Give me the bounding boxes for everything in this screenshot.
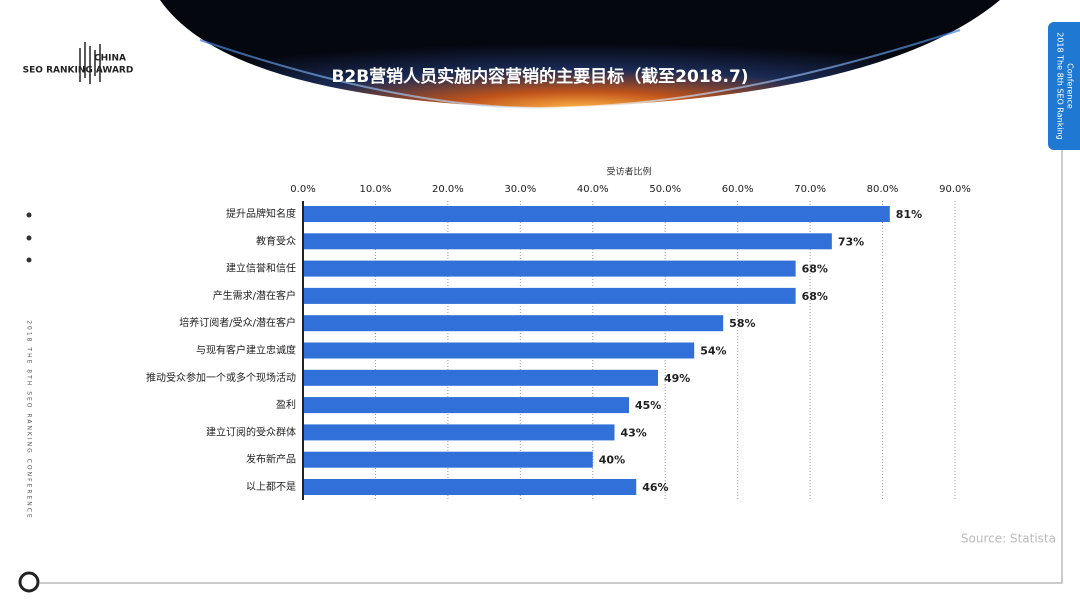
logo-bars	[79, 42, 101, 84]
x-tick-label: 50.0%	[649, 184, 681, 195]
bar	[303, 369, 658, 386]
y-tick-label: 产生需求/潜在客户	[213, 289, 296, 302]
bar	[303, 342, 695, 359]
y-tick-label: 与现有客户建立忠诚度	[196, 344, 296, 357]
value-label: 40%	[599, 454, 625, 467]
logo-top: CHINA	[94, 54, 126, 64]
value-label: 45%	[635, 399, 661, 412]
logo-icon	[18, 571, 40, 593]
x-tick-label: 80.0%	[867, 184, 899, 195]
side-tab-text: Conference	[1066, 63, 1075, 109]
x-tick-label: 60.0%	[722, 184, 754, 195]
y-tick-label: 培养订阅者/受众/潜在客户	[179, 316, 296, 329]
y-tick-label: 建立信誉和信任	[226, 262, 296, 275]
logo-bottom: SEO RANKING AWARD	[23, 66, 134, 76]
x-tick-label: 20.0%	[432, 184, 464, 195]
x-tick-label: 40.0%	[577, 184, 609, 195]
header-art	[160, 0, 1000, 108]
value-label: 58%	[729, 317, 755, 330]
value-label: 54%	[700, 345, 726, 358]
side-text: 2018 THE 8TH SEO RANKING CONFERENCE	[26, 320, 33, 520]
value-label: 49%	[664, 372, 690, 385]
frame-line	[40, 150, 1063, 584]
side-tab	[1048, 22, 1080, 150]
bullet	[26, 212, 32, 218]
bar	[303, 451, 593, 468]
x-tick-label: 0.0%	[290, 184, 315, 195]
bar	[303, 233, 832, 250]
x-tick-label: 90.0%	[939, 184, 971, 195]
bar	[303, 479, 637, 495]
bar	[303, 287, 796, 304]
value-label: 81%	[896, 208, 922, 221]
x-axis-title: 受访者比例	[606, 166, 651, 178]
y-tick-label: 以上都不是	[246, 481, 296, 493]
value-label: 68%	[802, 290, 828, 303]
value-label: 46%	[642, 481, 668, 494]
y-tick-label: 教育受众	[256, 234, 296, 247]
value-label: 43%	[621, 426, 647, 439]
bar	[303, 315, 724, 332]
y-tick-label: 提升品牌知名度	[226, 207, 296, 220]
bar	[303, 397, 629, 414]
plot: 0.0% 10.0% 20.0% 30.0% 40.0% 50.0% 60.0% 70.0% 8…	[146, 184, 971, 500]
y-tick-label: 盈利	[276, 399, 296, 411]
source: Source: Statista	[961, 532, 1056, 546]
slide-title: B2B营销人员实施内容营销的主要目标（截至2018.7)	[331, 66, 748, 87]
y-tick-label: 发布新产品	[246, 453, 296, 466]
x-tick-label: 30.0%	[504, 184, 536, 195]
bar	[303, 260, 796, 277]
header-rim	[199, 29, 961, 110]
bullet	[26, 257, 32, 263]
value-label: 68%	[802, 263, 828, 276]
side-tab-text: 2018 The 8th SEO Ranking	[1056, 32, 1065, 140]
bar	[303, 424, 615, 441]
bar	[303, 206, 890, 222]
value-label: 73%	[838, 235, 864, 248]
x-tick-label: 10.0%	[360, 184, 392, 195]
y-tick-label: 推动受众参加一个或多个现场活动	[146, 371, 296, 384]
y-tick-label: 建立订阅的受众群体	[206, 425, 296, 438]
x-tick-label: 70.0%	[794, 184, 826, 195]
bullet	[26, 235, 32, 241]
